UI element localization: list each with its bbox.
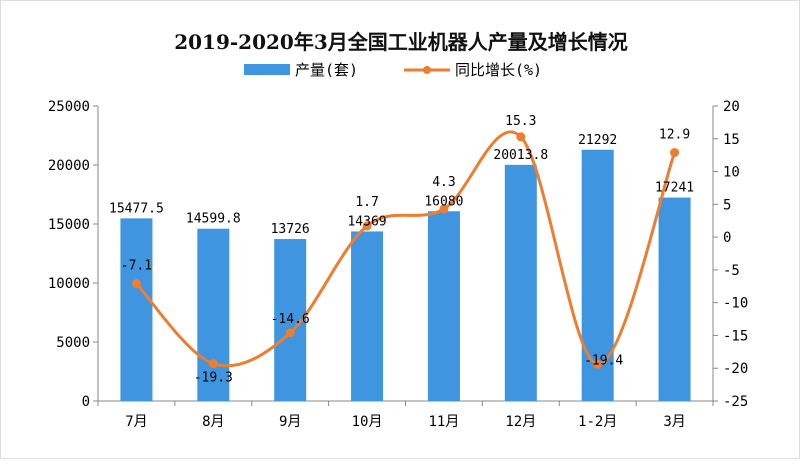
bar-value-label: 21292 xyxy=(578,133,617,148)
left-tick-label: 10000 xyxy=(48,276,90,292)
x-tick-label: 9月 xyxy=(279,414,301,430)
growth-point xyxy=(670,148,680,158)
bar-value-label: 16080 xyxy=(424,194,463,209)
left-tick-label: 25000 xyxy=(48,99,90,115)
legend-line-label: 同比增长(%) xyxy=(455,61,542,79)
legend-bar-swatch xyxy=(244,64,290,75)
bar-value-label: 17241 xyxy=(655,181,694,196)
bar xyxy=(351,231,384,401)
growth-value-label: 4.3 xyxy=(432,175,455,190)
bar xyxy=(658,197,691,401)
legend: 产量(套) 同比增长(%) xyxy=(244,61,542,79)
legend-line-marker xyxy=(423,66,431,74)
x-tick-label: 8月 xyxy=(202,414,224,430)
growth-point xyxy=(208,359,218,369)
x-tick-label: 11月 xyxy=(429,414,460,430)
right-tick-label: -5 xyxy=(723,263,740,279)
right-tick-label: 15 xyxy=(723,132,740,148)
bar-value-label: 14599.8 xyxy=(186,212,241,227)
growth-value-label: 1.7 xyxy=(355,195,378,210)
x-tick-label: 7月 xyxy=(125,414,147,430)
left-tick-label: 0 xyxy=(82,394,90,410)
left-tick-label: 5000 xyxy=(56,335,90,351)
growth-point xyxy=(362,221,372,231)
x-tick-label: 1-2月 xyxy=(578,414,617,430)
bar xyxy=(427,211,460,401)
x-tick-label: 10月 xyxy=(352,414,383,430)
growth-value-label: -19.4 xyxy=(584,353,623,368)
left-tick-label: 20000 xyxy=(48,158,90,174)
growth-point xyxy=(516,132,526,142)
x-tick-label: 12月 xyxy=(505,414,536,430)
bar-value-label: 15477.5 xyxy=(109,201,164,216)
right-tick-label: -15 xyxy=(723,328,748,344)
right-tick-label: 0 xyxy=(723,230,731,246)
growth-value-label: 12.9 xyxy=(659,128,690,143)
chart-title: 2019-2020年3月全国工业机器人产量及增长情况 xyxy=(174,30,628,54)
bar xyxy=(581,149,614,401)
left-tick-label: 15000 xyxy=(48,217,90,233)
right-tick-label: -25 xyxy=(723,394,748,410)
growth-point xyxy=(593,359,603,369)
bar-value-label: 14369 xyxy=(347,214,386,229)
right-tick-label: -10 xyxy=(723,296,748,312)
bar xyxy=(197,228,230,401)
bar xyxy=(120,218,153,401)
growth-value-label: -7.1 xyxy=(121,259,152,274)
right-tick-label: 10 xyxy=(723,165,740,181)
bar xyxy=(504,164,537,401)
growth-point xyxy=(131,279,141,289)
growth-value-label: 15.3 xyxy=(505,114,536,129)
growth-value-label: -14.6 xyxy=(271,312,310,327)
x-tick-label: 3月 xyxy=(663,414,685,430)
growth-point xyxy=(439,204,449,214)
legend-bar-label: 产量(套) xyxy=(295,61,358,79)
right-tick-label: -20 xyxy=(723,361,748,377)
right-tick-label: 5 xyxy=(723,197,731,213)
bar-value-label: 13726 xyxy=(271,222,310,237)
right-tick-label: 20 xyxy=(723,99,740,115)
bar-value-label: 20013.8 xyxy=(493,148,548,163)
growth-point xyxy=(285,328,295,338)
growth-value-label: -19.3 xyxy=(194,371,233,386)
